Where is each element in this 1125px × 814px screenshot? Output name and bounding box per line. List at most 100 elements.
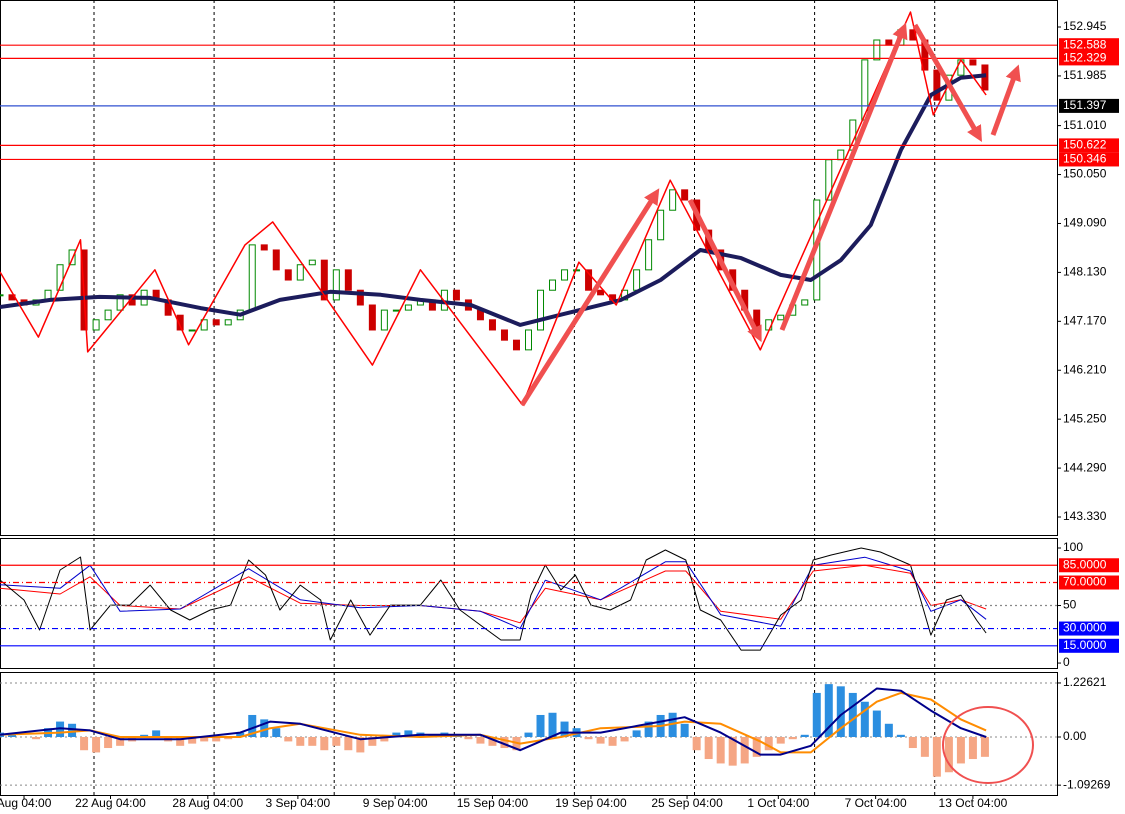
x-tick-label: 15 Sep 04:00 xyxy=(457,796,529,810)
histogram-bar xyxy=(320,737,329,751)
series-line xyxy=(0,547,987,651)
candle xyxy=(597,289,605,296)
histogram-bar xyxy=(104,737,113,749)
histogram-bar xyxy=(392,732,401,738)
histogram-bar xyxy=(836,686,845,738)
candle xyxy=(452,289,460,301)
candle xyxy=(873,39,881,61)
histogram-bar xyxy=(260,719,269,738)
candle xyxy=(561,269,569,281)
x-tick-label: 19 Sep 04:00 xyxy=(555,796,627,810)
level-label: 151.397 xyxy=(1063,98,1107,112)
histogram-bar xyxy=(380,737,389,742)
histogram-bar xyxy=(560,721,569,738)
panel-frame xyxy=(0,0,1058,536)
level-label: 150.622 xyxy=(1063,138,1107,152)
histogram-bar xyxy=(800,734,809,738)
candle xyxy=(188,329,196,332)
y-tick-label: 148.130 xyxy=(1063,265,1107,279)
histogram-bar xyxy=(140,734,149,738)
candle xyxy=(248,244,256,311)
y-tick-label: 147.170 xyxy=(1063,313,1107,327)
candle xyxy=(657,209,665,241)
candle xyxy=(260,244,268,251)
y-tick-label: 145.250 xyxy=(1063,411,1107,425)
histogram-bar xyxy=(116,737,125,746)
histogram-bar xyxy=(860,701,869,738)
histogram-bar xyxy=(272,728,281,738)
histogram-bar xyxy=(968,737,977,760)
histogram-bar xyxy=(32,737,41,740)
candle xyxy=(669,189,677,211)
histogram-bar xyxy=(308,737,317,746)
candle xyxy=(537,289,545,331)
candle xyxy=(320,259,328,301)
candle xyxy=(212,319,220,326)
candle xyxy=(56,264,64,291)
y-tick-label: 0.00 xyxy=(1063,729,1087,743)
histogram-bar xyxy=(356,737,365,753)
candle xyxy=(92,319,100,331)
histogram-bar xyxy=(296,737,305,746)
arrow xyxy=(912,23,982,142)
histogram-bar xyxy=(932,737,941,777)
candle xyxy=(933,69,941,101)
candle xyxy=(224,319,232,326)
histogram-bar xyxy=(464,737,473,740)
y-tick-label: 151.010 xyxy=(1063,118,1107,132)
candle xyxy=(116,294,124,311)
y-tick-label: 152.945 xyxy=(1063,19,1107,33)
x-tick-label: 13 Oct 04:00 xyxy=(939,796,1008,810)
histogram-bar xyxy=(176,737,185,746)
candle xyxy=(837,149,845,161)
histogram-bar xyxy=(908,737,917,749)
histogram-bar xyxy=(692,737,701,751)
arrow xyxy=(779,22,908,331)
histogram-bar xyxy=(884,723,893,738)
histogram-bar xyxy=(668,712,677,738)
y-tick-label: 151.985 xyxy=(1063,68,1107,82)
level-label-box xyxy=(1059,621,1119,636)
candle xyxy=(969,59,977,66)
series-line xyxy=(0,564,987,624)
candle xyxy=(284,269,292,281)
annotations xyxy=(519,22,1034,784)
x-tick-label: 22 Aug 04:00 xyxy=(75,796,146,810)
candle xyxy=(176,314,184,331)
series-line xyxy=(0,556,987,629)
x-tick-label: 7 Oct 04:00 xyxy=(845,796,907,810)
candle xyxy=(368,304,376,331)
histogram-bar xyxy=(644,721,653,738)
histogram-bar xyxy=(980,737,989,757)
x-tick-label: 3 Sep 04:00 xyxy=(266,796,331,810)
histogram-bar xyxy=(728,737,737,766)
histogram-bar xyxy=(956,737,965,764)
candle xyxy=(681,189,689,201)
histogram-bar xyxy=(236,732,245,738)
histogram-bar xyxy=(284,737,293,742)
level-label-box xyxy=(1059,138,1119,153)
histogram-bar xyxy=(188,737,197,744)
arrow xyxy=(519,188,660,407)
candle xyxy=(549,279,557,291)
candle xyxy=(633,269,641,291)
candle xyxy=(272,249,280,271)
candle xyxy=(380,309,388,331)
candle xyxy=(356,289,364,306)
y-tick-label: 150.050 xyxy=(1063,167,1107,181)
level-label-box xyxy=(1059,638,1119,653)
candle xyxy=(777,314,785,321)
histogram-bar xyxy=(704,737,713,760)
histogram-bar xyxy=(620,737,629,742)
level-label-box xyxy=(1059,152,1119,167)
histogram-bar xyxy=(920,737,929,757)
level-label: 30.0000 xyxy=(1063,621,1107,635)
candle xyxy=(0,294,4,297)
series-line xyxy=(0,11,987,406)
y-tick-label: 1.22621 xyxy=(1063,675,1107,689)
x-tick-label: 25 Sep 04:00 xyxy=(651,796,723,810)
x-tick-label: 28 Aug 04:00 xyxy=(172,796,243,810)
histogram-bar xyxy=(812,692,821,738)
level-label: 152.588 xyxy=(1063,37,1107,51)
